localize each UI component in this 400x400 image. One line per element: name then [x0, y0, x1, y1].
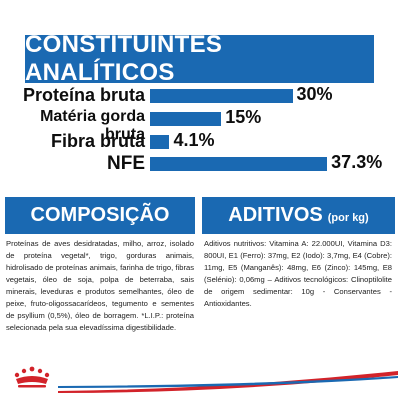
additives-title: ADITIVOS [228, 204, 323, 226]
constituents-banner: CONSTITUINTES ANALÍTICOS [25, 31, 374, 86]
constituent-label: Proteína bruta [22, 85, 145, 105]
constituent-bar [150, 157, 328, 171]
constituents-title: CONSTITUINTES ANALÍTICOS [25, 31, 223, 86]
constituent-value: 30% [296, 84, 333, 104]
constituent-bar [150, 135, 170, 149]
composition-text: Proteínas de aves desidratadas, milho, a… [6, 239, 194, 332]
constituent-value: 15% [225, 107, 262, 127]
composition-title: COMPOSIÇÃO [30, 204, 170, 226]
constituent-value: 37.3% [331, 152, 383, 172]
constituent-label: NFE [107, 153, 145, 174]
swoosh-decoration [58, 371, 398, 393]
constituent-value: 4.1% [173, 130, 215, 150]
additives-text: Aditivos nutritivos: Vitamina A: 22.000U… [204, 239, 392, 308]
composition-banner: COMPOSIÇÃO [5, 197, 195, 234]
constituent-bar [150, 89, 293, 103]
additives-banner: ADITIVOS (por kg) [202, 197, 395, 234]
constituent-bar [150, 112, 222, 126]
crown-logo-icon [14, 366, 50, 388]
constituent-label: Matéria gorda bruta [40, 108, 145, 143]
additives-subtitle: (por kg) [327, 211, 369, 224]
constituent-label: Fibra bruta [50, 131, 145, 151]
